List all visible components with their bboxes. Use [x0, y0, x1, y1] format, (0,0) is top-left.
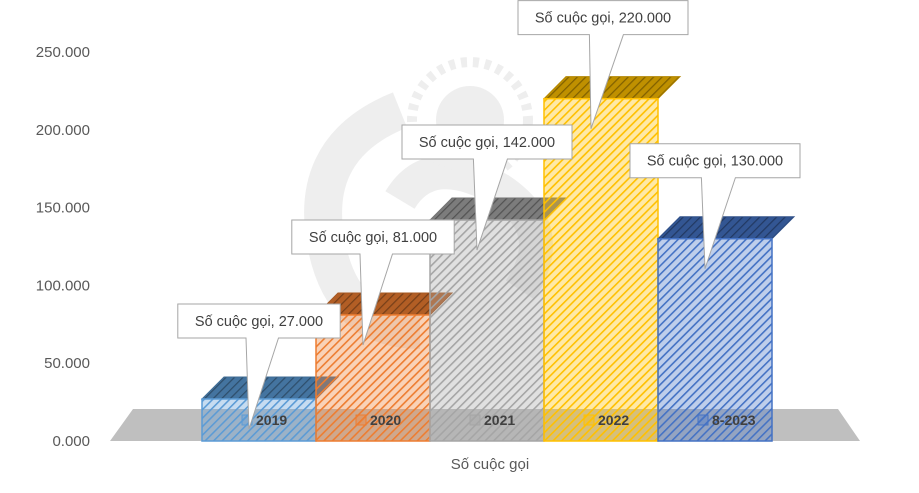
callout-box — [401, 124, 573, 251]
legend-swatch — [469, 414, 481, 426]
bar-top-face — [542, 76, 682, 100]
legend-label: 2020 — [370, 412, 401, 428]
y-tick-label: 0.000 — [52, 433, 90, 450]
callout-box — [629, 143, 801, 269]
y-axis: 0.000 50.000 100.000 150.000 200.000 250.000 — [36, 44, 90, 450]
bar-top-face — [656, 216, 796, 240]
legend-label: 2019 — [256, 412, 287, 428]
data-label-text: Số cuộc gọi, 81.000 — [309, 230, 437, 246]
data-label-text: Số cuộc gọi, 142.000 — [419, 135, 555, 151]
legend-item-2020: 2020 — [355, 412, 401, 428]
legend-swatch — [583, 414, 595, 426]
data-label-2021: Số cuộc gọi, 142.000 — [401, 124, 573, 251]
data-label-2022: Số cuộc gọi, 220.000 — [517, 0, 689, 129]
legend-item-8-2023: 8-2023 — [697, 412, 756, 428]
callout-box — [177, 303, 341, 430]
callout-box — [517, 0, 689, 129]
legend-item-2022: 2022 — [583, 412, 629, 428]
data-label-text: Số cuộc gọi, 130.000 — [647, 154, 783, 170]
callout-box — [291, 219, 455, 346]
legend-swatch — [355, 414, 367, 426]
bar-front-face — [429, 219, 545, 442]
legend-swatch — [697, 414, 709, 426]
y-tick-label: 250.000 — [36, 44, 90, 61]
bar-2021 — [428, 197, 568, 442]
legend-label: 2021 — [484, 412, 515, 428]
data-label-2020: Số cuộc gọi, 81.000 — [291, 219, 455, 346]
bar-8-2023 — [656, 216, 796, 442]
legend-label: 8-2023 — [712, 412, 756, 428]
legend-item-2021: 2021 — [469, 412, 515, 428]
data-labels: Số cuộc gọi, 27.000 Số cuộc gọi, 81.000 Số… — [177, 0, 801, 430]
x-axis-label: Số cuộc gọi — [451, 456, 529, 473]
data-label-2019: Số cuộc gọi, 27.000 — [177, 303, 341, 430]
y-tick-label: 150.000 — [36, 200, 90, 217]
y-tick-label: 100.000 — [36, 277, 90, 294]
data-label-text: Số cuộc gọi, 27.000 — [195, 314, 323, 330]
data-label-text: Số cuộc gọi, 220.000 — [535, 11, 671, 27]
data-label-8-2023: Số cuộc gọi, 130.000 — [629, 143, 801, 269]
y-tick-label: 50.000 — [44, 355, 90, 372]
legend-label: 2022 — [598, 412, 629, 428]
y-tick-label: 200.000 — [36, 122, 90, 139]
bar-front-face — [657, 237, 773, 442]
